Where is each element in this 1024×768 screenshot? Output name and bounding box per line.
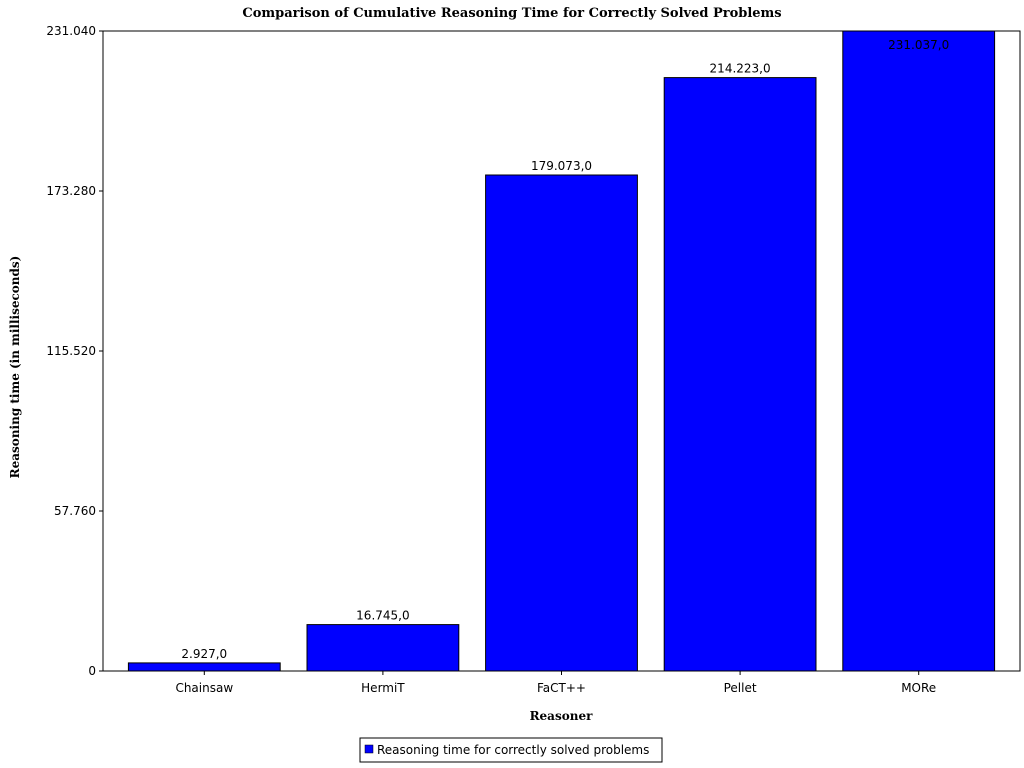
bar-more [842, 30, 996, 672]
y-tick-label: 173.280 [46, 184, 96, 198]
bar-hermit [306, 624, 460, 672]
data-label: 231.037,0 [888, 38, 949, 52]
data-label: 2.927,0 [181, 647, 227, 661]
legend: Reasoning time for correctly solved prob… [359, 737, 663, 763]
x-tick-label: Chainsaw [175, 681, 233, 695]
x-axis-ticks: Chainsaw HermiT FaCT++ Pellet MORe [175, 671, 936, 695]
x-axis-title: Reasoner [530, 709, 594, 723]
y-axis-title: Reasoning time (in milliseconds) [8, 256, 22, 479]
data-label: 214.223,0 [710, 62, 771, 76]
x-tick-label: MORe [901, 681, 936, 695]
y-tick-label: 57.760 [54, 504, 96, 518]
chart-title: Comparison of Cumulative Reasoning Time … [242, 6, 781, 21]
x-tick-label: HermiT [361, 681, 405, 695]
data-label: 16.745,0 [356, 609, 409, 623]
plot-area-frame [102, 30, 1021, 672]
y-tick-label: 231.040 [46, 24, 96, 38]
x-tick-label: Pellet [724, 681, 757, 695]
legend-swatch [364, 744, 374, 754]
y-tick-label: 0 [88, 664, 96, 678]
bar-chainsaw [127, 662, 281, 672]
bar-pellet [663, 77, 817, 672]
bars-group: 2.927,0 16.745,0 179.073,0 214.223,0 231.037… [127, 30, 996, 672]
y-tick-label: 115.520 [46, 344, 96, 358]
x-tick-label: FaCT++ [537, 681, 586, 695]
legend-box [359, 737, 663, 763]
legend-label: Reasoning time for correctly solved prob… [377, 743, 649, 757]
y-axis-ticks: 0 57.760 115.520 173.280 231.040 [46, 24, 103, 678]
bar-fact- [485, 174, 638, 672]
data-label: 179.073,0 [531, 159, 592, 173]
